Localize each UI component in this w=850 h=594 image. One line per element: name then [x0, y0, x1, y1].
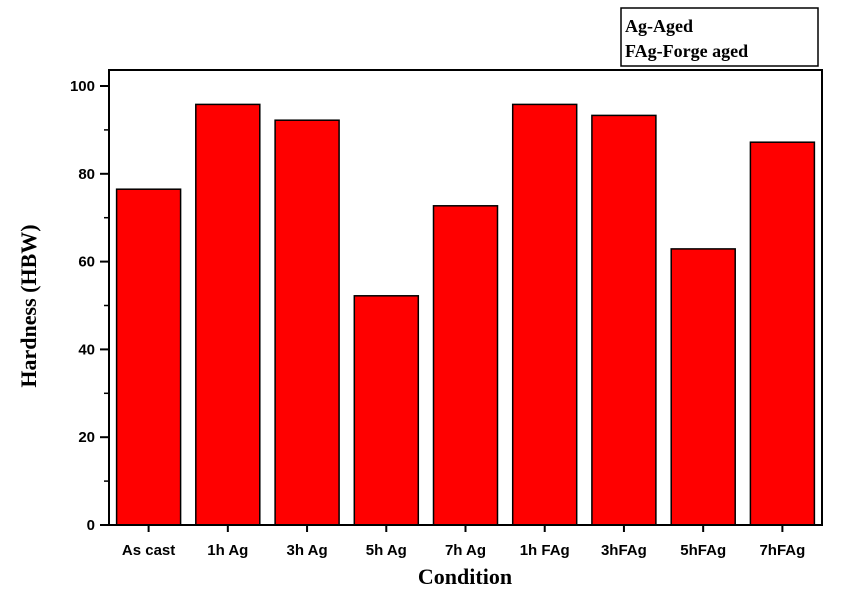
y-tick-label: 40 — [78, 341, 95, 358]
x-tick-label: 3h Ag — [287, 542, 328, 559]
bar-7h-ag — [432, 205, 499, 526]
bar-as-cast — [115, 188, 182, 526]
x-tick-label: As cast — [122, 542, 175, 559]
bar-5hfag — [670, 248, 736, 526]
x-tick-label: 1h FAg — [520, 542, 570, 559]
x-axis-title: Condition — [418, 564, 512, 589]
x-tick-label: 7hFAg — [759, 542, 805, 559]
bar-1h-fag — [511, 103, 578, 526]
y-tick-label: 80 — [78, 166, 95, 183]
legend-line-1: Ag-Aged — [625, 16, 693, 36]
x-tick-label: 5hFAg — [680, 542, 726, 559]
x-tick-label: 7h Ag — [445, 542, 486, 559]
legend-box — [620, 7, 819, 67]
x-tick-label: 3hFAg — [601, 542, 647, 559]
x-tick-label: 1h Ag — [207, 542, 248, 559]
y-tick-label: 100 — [70, 78, 95, 95]
y-tick-label: 60 — [78, 254, 95, 271]
bar-1h-ag — [195, 103, 261, 526]
legend: Ag-Aged FAg-Forge aged — [620, 7, 819, 67]
y-axis-title: Hardness (HBW) — [16, 224, 41, 387]
y-tick-label: 0 — [87, 517, 95, 534]
bar-5h-ag — [353, 295, 420, 526]
bar-7hfag — [749, 141, 816, 526]
bar-3h-ag — [274, 119, 340, 526]
plot-area: As cast 1h Ag 3h Ag 5h Ag 7h Ag 1h FAg 3hFAg 5h… — [70, 69, 823, 559]
y-tick-label: 20 — [78, 429, 95, 446]
x-tick-label: 5h Ag — [366, 542, 407, 559]
bar-3hfag — [591, 114, 657, 526]
legend-line-2: FAg-Forge aged — [625, 41, 748, 61]
